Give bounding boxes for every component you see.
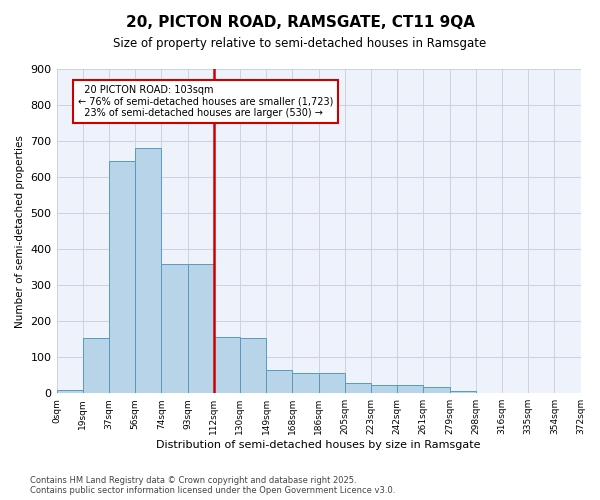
Bar bbox=[161, 264, 188, 393]
Bar bbox=[292, 374, 319, 393]
Bar bbox=[371, 386, 397, 393]
Bar bbox=[56, 390, 83, 393]
Y-axis label: Number of semi-detached properties: Number of semi-detached properties bbox=[15, 134, 25, 328]
X-axis label: Distribution of semi-detached houses by size in Ramsgate: Distribution of semi-detached houses by … bbox=[156, 440, 481, 450]
Bar bbox=[240, 338, 266, 393]
Bar bbox=[188, 264, 214, 393]
Bar bbox=[397, 386, 424, 393]
Bar bbox=[266, 370, 292, 393]
Bar bbox=[424, 387, 449, 393]
Bar bbox=[319, 374, 345, 393]
Text: 20, PICTON ROAD, RAMSGATE, CT11 9QA: 20, PICTON ROAD, RAMSGATE, CT11 9QA bbox=[125, 15, 475, 30]
Text: Contains HM Land Registry data © Crown copyright and database right 2025.
Contai: Contains HM Land Registry data © Crown c… bbox=[30, 476, 395, 495]
Bar bbox=[214, 336, 240, 393]
Bar bbox=[135, 148, 161, 393]
Text: Size of property relative to semi-detached houses in Ramsgate: Size of property relative to semi-detach… bbox=[113, 38, 487, 51]
Bar bbox=[449, 392, 476, 393]
Bar bbox=[83, 338, 109, 393]
Text: 20 PICTON ROAD: 103sqm
← 76% of semi-detached houses are smaller (1,723)
  23% o: 20 PICTON ROAD: 103sqm ← 76% of semi-det… bbox=[77, 85, 333, 118]
Bar bbox=[345, 384, 371, 393]
Bar bbox=[109, 161, 135, 393]
